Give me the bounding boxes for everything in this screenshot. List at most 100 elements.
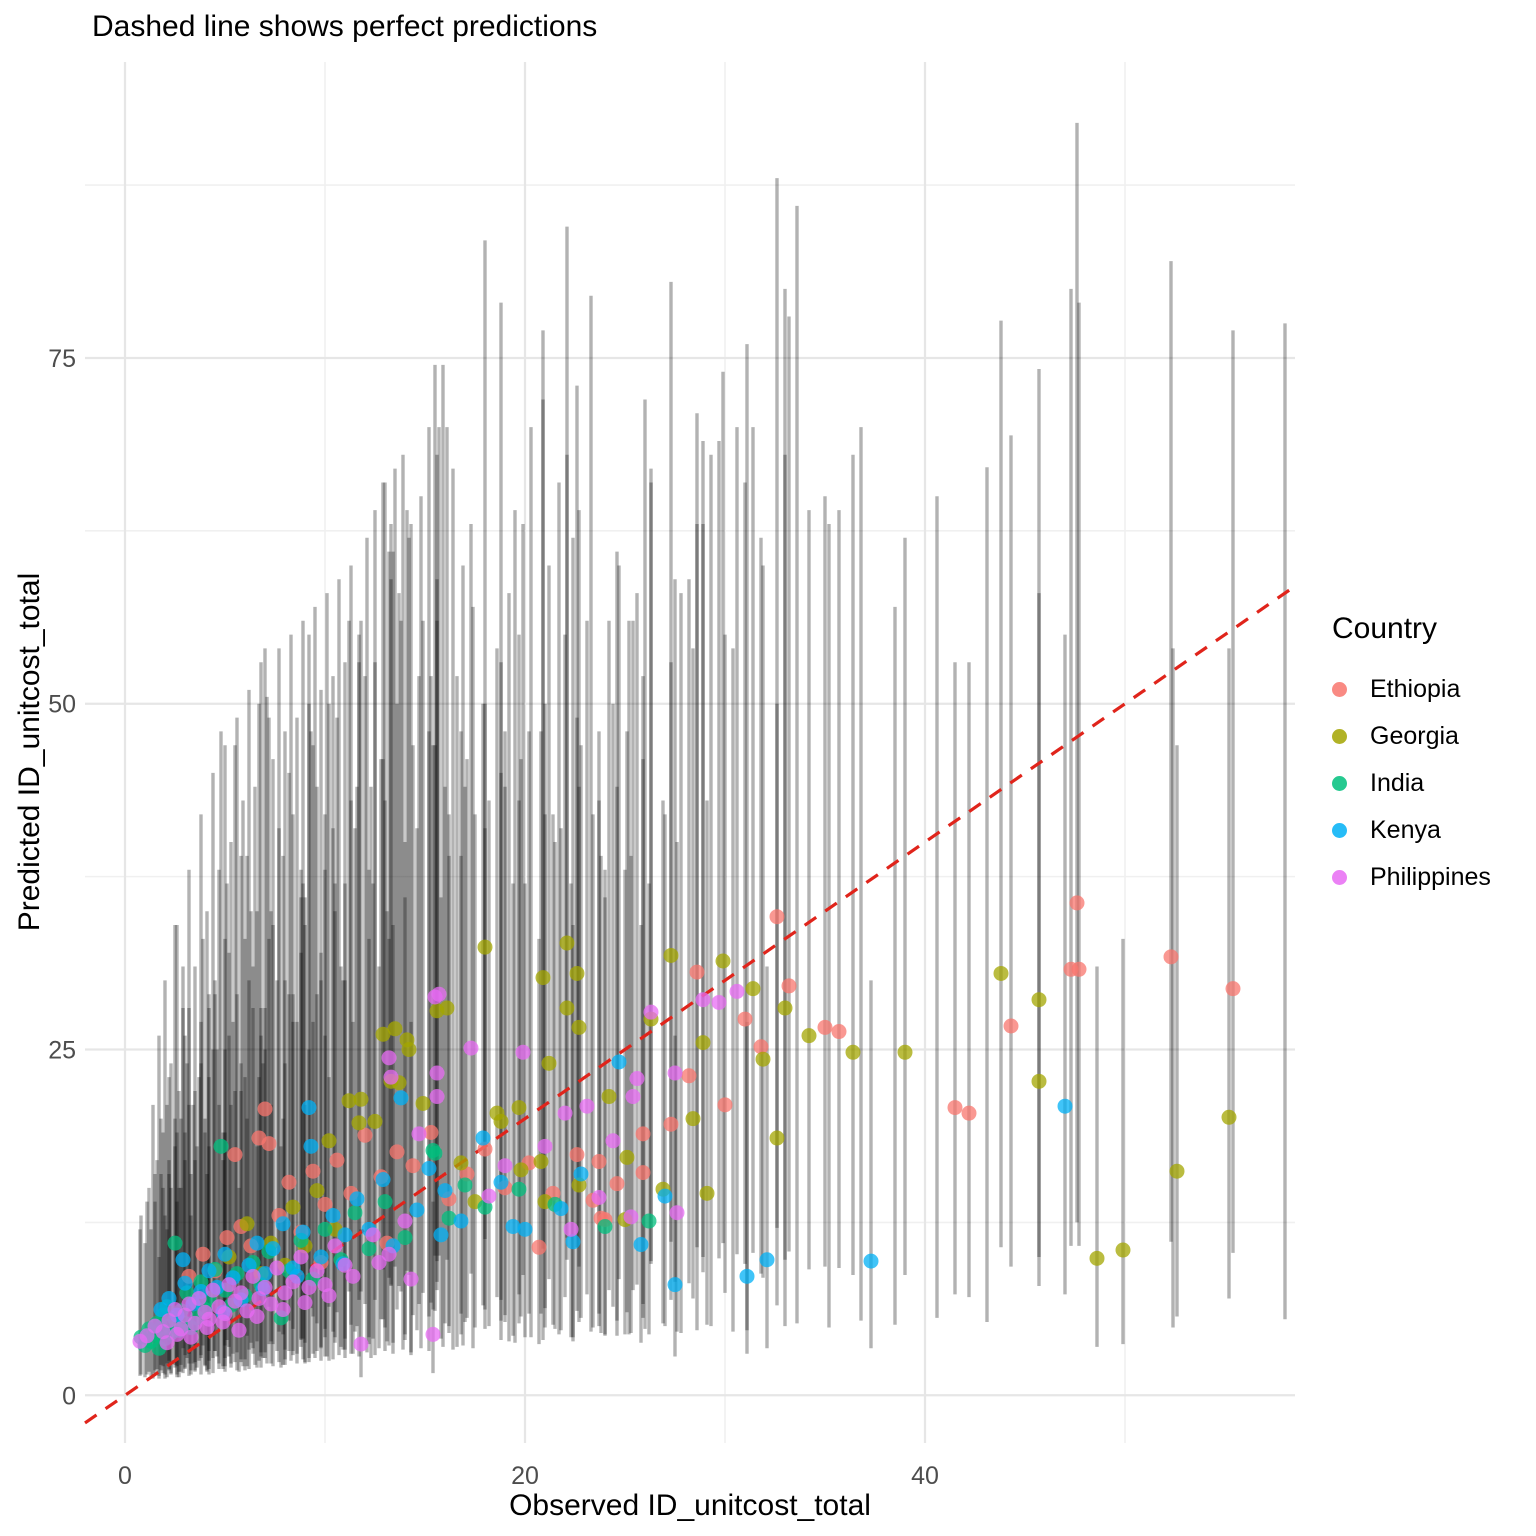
- data-point-philippines: [293, 1249, 309, 1265]
- data-point-kenya: [275, 1216, 291, 1232]
- data-point-kenya: [325, 1207, 341, 1223]
- data-point-ethiopia: [635, 1126, 651, 1142]
- data-point-india: [597, 1219, 613, 1235]
- data-point-kenya: [257, 1266, 273, 1282]
- data-point-kenya: [611, 1054, 627, 1070]
- data-point-georgia: [477, 939, 493, 955]
- data-point-georgia: [571, 1177, 587, 1193]
- data-point-georgia: [239, 1216, 255, 1232]
- data-point-india: [441, 1210, 457, 1226]
- data-point-ethiopia: [681, 1068, 697, 1084]
- data-point-georgia: [571, 1019, 587, 1035]
- data-point-kenya: [295, 1224, 311, 1240]
- data-point-philippines: [173, 1321, 189, 1337]
- data-point-georgia: [415, 1095, 431, 1111]
- data-point-ethiopia: [831, 1024, 847, 1040]
- data-point-philippines: [481, 1188, 497, 1204]
- data-point-philippines: [309, 1263, 325, 1279]
- data-point-philippines: [431, 986, 447, 1002]
- data-point-georgia: [897, 1044, 913, 1060]
- data-point-kenya: [175, 1252, 191, 1268]
- data-point-ethiopia: [717, 1097, 733, 1113]
- data-point-philippines: [301, 1279, 317, 1295]
- data-point-ethiopia: [389, 1144, 405, 1160]
- data-point-ethiopia: [609, 1176, 625, 1192]
- legend-swatch-kenya: [1332, 823, 1347, 838]
- data-point-philippines: [221, 1277, 237, 1293]
- data-point-georgia: [353, 1091, 369, 1107]
- data-point-india: [511, 1181, 527, 1197]
- data-point-philippines: [591, 1190, 607, 1206]
- data-point-kenya: [265, 1241, 281, 1257]
- data-point-kenya: [409, 1202, 425, 1218]
- data-point-ethiopia: [257, 1101, 273, 1117]
- y-tick-label: 50: [48, 691, 76, 719]
- data-point-kenya: [337, 1227, 353, 1243]
- data-point-kenya: [437, 1183, 453, 1199]
- data-point-georgia: [1089, 1250, 1105, 1266]
- data-point-ethiopia: [947, 1100, 963, 1116]
- data-point-ethiopia: [1163, 949, 1179, 965]
- data-point-georgia: [755, 1051, 771, 1067]
- data-point-philippines: [729, 983, 745, 999]
- data-point-georgia: [619, 1149, 635, 1165]
- data-point-philippines: [623, 1209, 639, 1225]
- data-point-kenya: [453, 1213, 469, 1229]
- data-point-philippines: [159, 1335, 175, 1351]
- data-point-georgia: [1031, 992, 1047, 1008]
- data-point-philippines: [643, 1004, 659, 1020]
- data-point-georgia: [769, 1130, 785, 1146]
- data-point-georgia: [387, 1021, 403, 1037]
- data-point-kenya: [161, 1290, 177, 1306]
- data-point-ethiopia: [769, 909, 785, 925]
- data-point-georgia: [285, 1199, 301, 1215]
- data-point-georgia: [663, 947, 679, 963]
- data-point-georgia: [801, 1028, 817, 1044]
- data-point-philippines: [371, 1255, 387, 1271]
- data-point-philippines: [403, 1271, 419, 1287]
- data-point-kenya: [759, 1252, 775, 1268]
- x-tick-label: 20: [511, 1462, 539, 1490]
- data-point-kenya: [375, 1172, 391, 1188]
- data-point-kenya: [301, 1100, 317, 1116]
- data-point-ethiopia: [689, 964, 705, 980]
- data-point-philippines: [257, 1279, 273, 1295]
- data-point-ethiopia: [1071, 961, 1087, 977]
- data-point-kenya: [313, 1249, 329, 1265]
- data-point-ethiopia: [753, 1039, 769, 1055]
- legend-swatch-ethiopia: [1332, 682, 1347, 697]
- data-point-ethiopia: [405, 1158, 421, 1174]
- data-point-india: [361, 1241, 377, 1257]
- data-point-philippines: [205, 1282, 221, 1298]
- data-point-georgia: [439, 1000, 455, 1016]
- data-point-philippines: [381, 1050, 397, 1066]
- data-point-kenya: [217, 1246, 233, 1262]
- data-point-ethiopia: [1003, 1018, 1019, 1034]
- data-point-georgia: [601, 1089, 617, 1105]
- data-point-georgia: [993, 965, 1009, 981]
- data-point-ethiopia: [423, 1124, 439, 1140]
- data-point-georgia: [453, 1155, 469, 1171]
- data-point-kenya: [657, 1188, 673, 1204]
- data-point-kenya: [153, 1302, 169, 1318]
- data-point-ethiopia: [591, 1154, 607, 1170]
- data-point-georgia: [559, 1000, 575, 1016]
- data-point-philippines: [201, 1311, 217, 1327]
- legend-swatch-india: [1332, 776, 1347, 791]
- data-point-kenya: [565, 1234, 581, 1250]
- data-point-ethiopia: [569, 1147, 585, 1163]
- data-point-kenya: [433, 1227, 449, 1243]
- data-point-ethiopia: [195, 1246, 211, 1262]
- data-point-ethiopia: [477, 1141, 493, 1157]
- data-point-philippines: [345, 1268, 361, 1284]
- data-point-philippines: [285, 1274, 301, 1290]
- data-point-philippines: [429, 1065, 445, 1081]
- legend-label: Kenya: [1370, 816, 1441, 844]
- legend-label: India: [1370, 769, 1425, 797]
- data-point-georgia: [715, 953, 731, 969]
- data-point-philippines: [263, 1296, 279, 1312]
- data-point-georgia: [1169, 1163, 1185, 1179]
- legend-item-india: India: [1332, 760, 1491, 807]
- data-point-georgia: [535, 970, 551, 986]
- legend-swatch-philippines: [1332, 870, 1347, 885]
